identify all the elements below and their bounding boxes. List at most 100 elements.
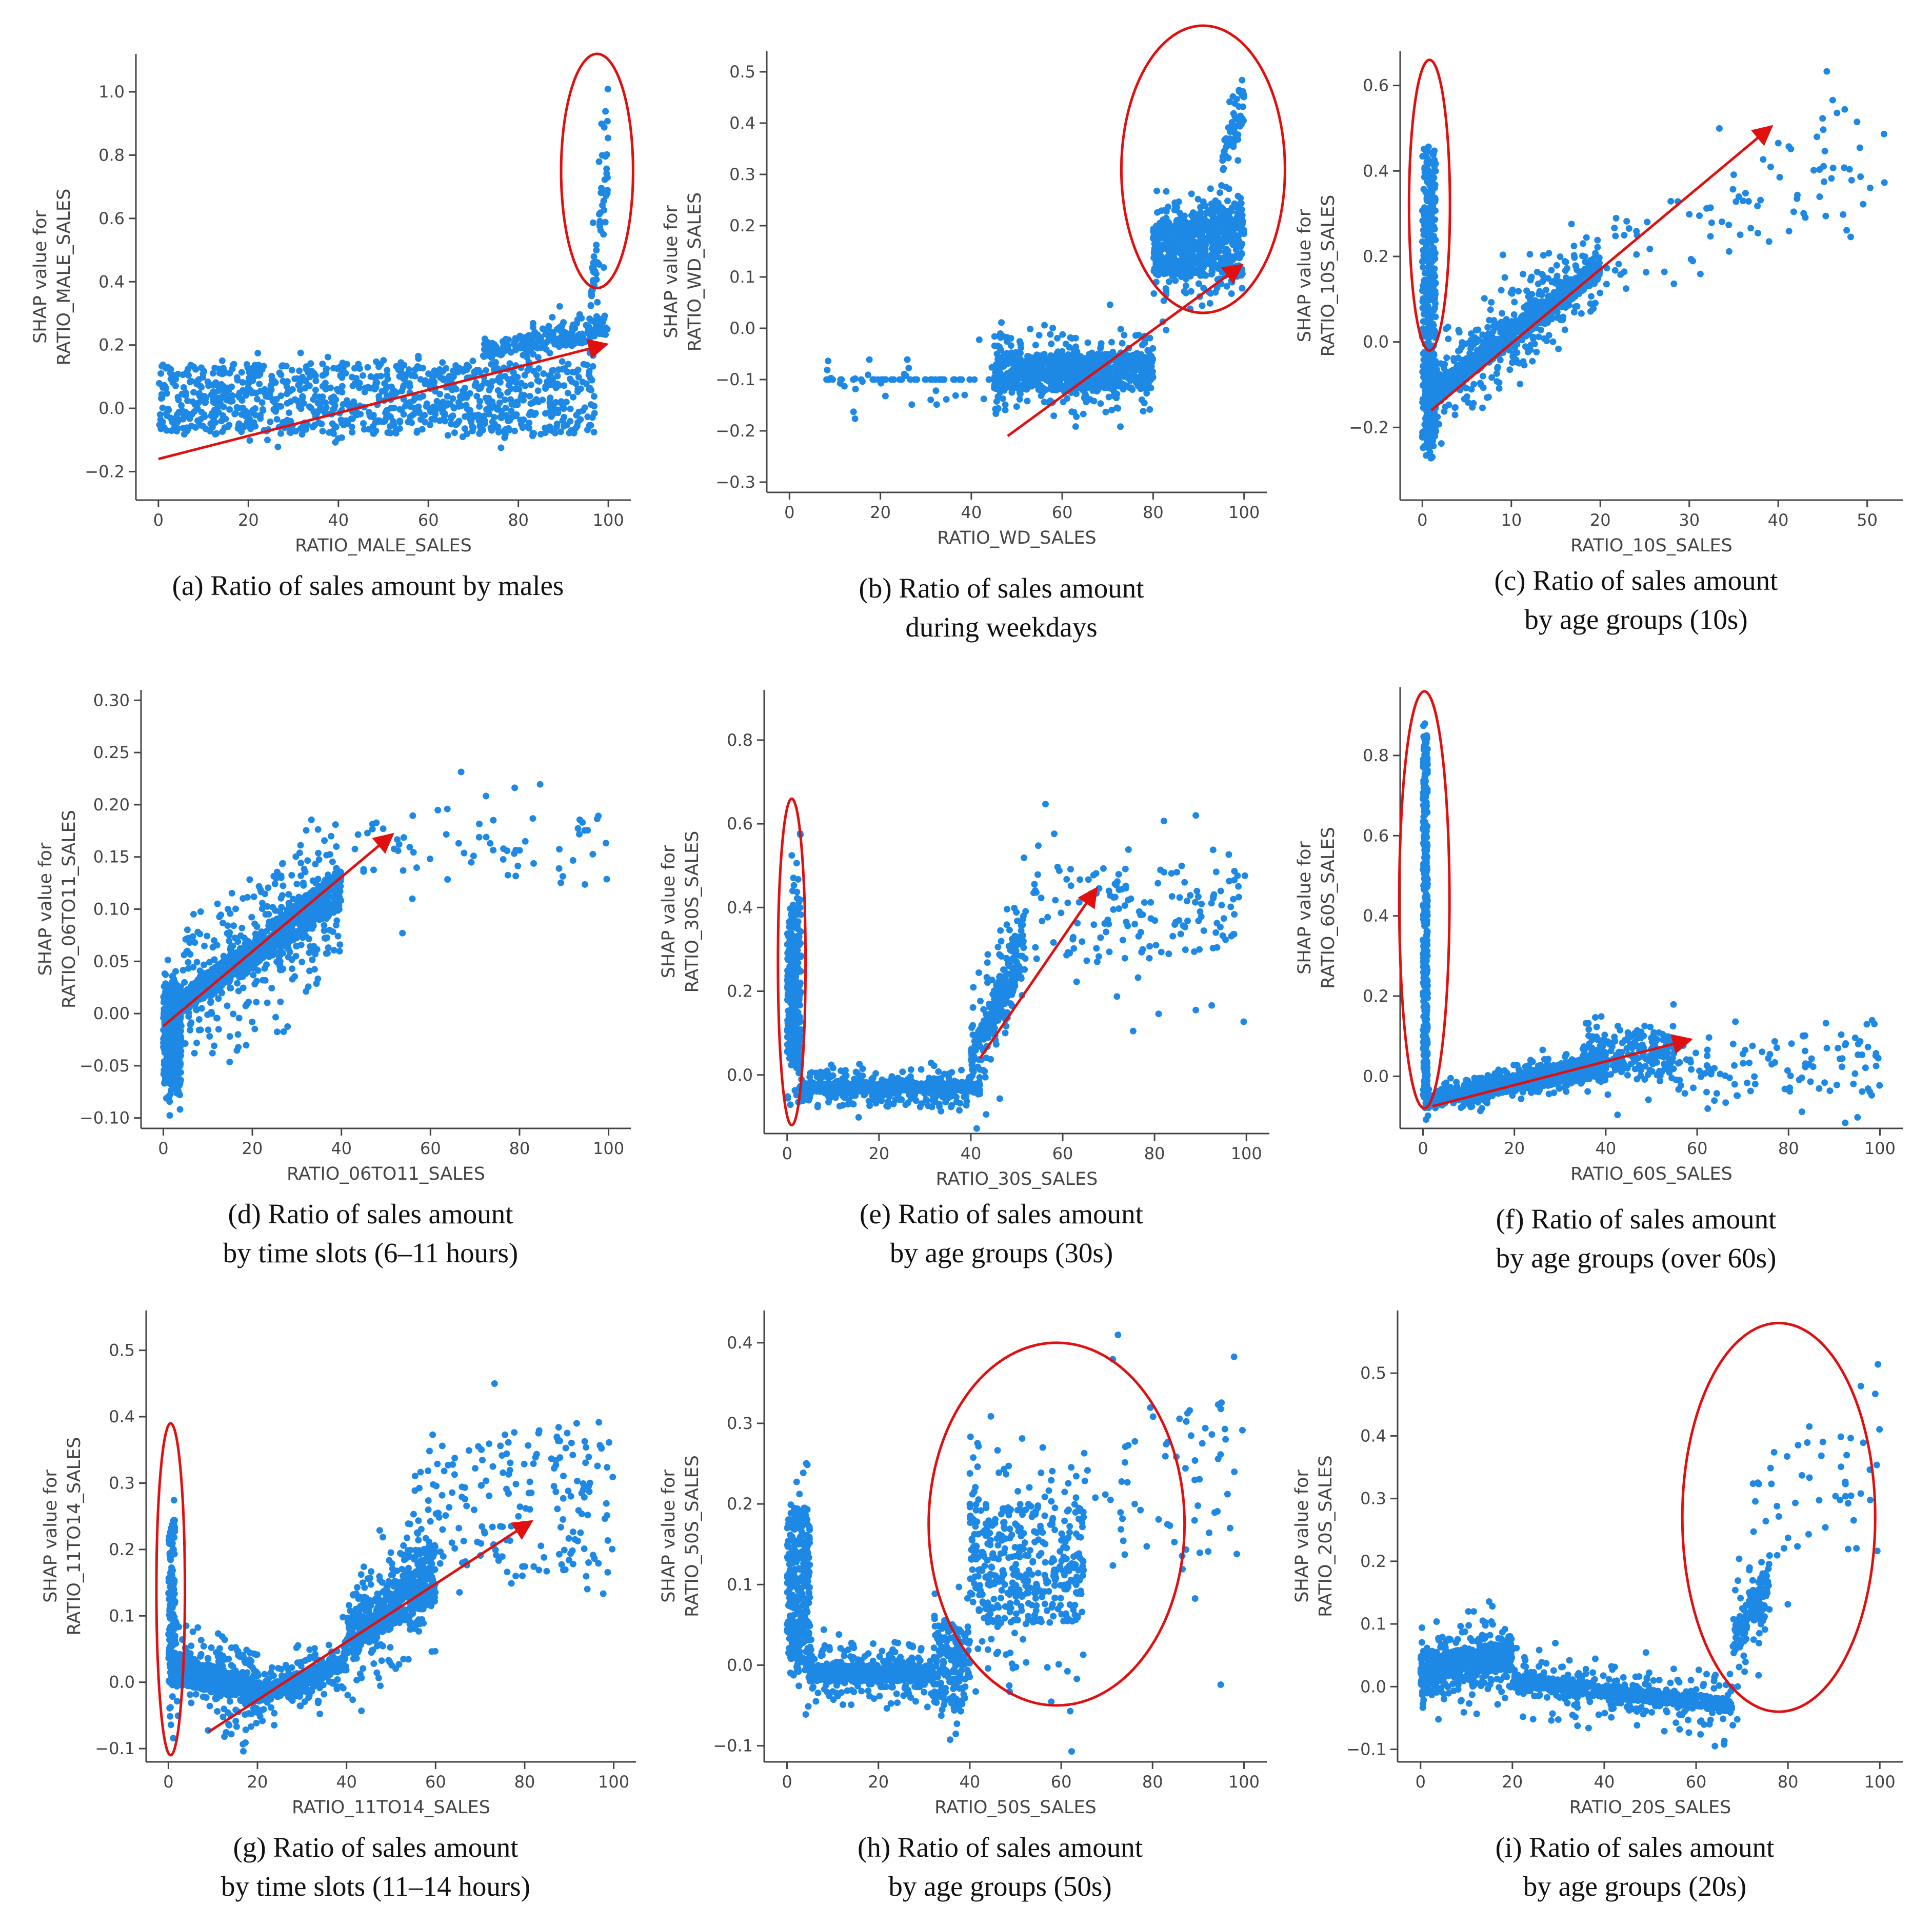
data-point — [596, 222, 603, 229]
data-point — [1730, 171, 1737, 178]
data-point — [590, 253, 597, 260]
data-point — [1206, 300, 1213, 307]
data-point — [476, 403, 483, 410]
data-point — [604, 86, 611, 93]
data-point — [463, 402, 470, 409]
data-point — [588, 290, 595, 297]
data-point — [1208, 264, 1216, 271]
data-point — [552, 399, 560, 406]
data-point — [542, 385, 549, 392]
data-point — [176, 1106, 184, 1113]
data-point — [1775, 140, 1782, 147]
data-point — [292, 428, 299, 435]
data-point — [1025, 376, 1032, 383]
data-point — [1570, 252, 1578, 259]
data-point — [1591, 262, 1599, 268]
data-point — [1489, 328, 1497, 335]
data-point — [156, 411, 164, 418]
data-point — [595, 158, 603, 165]
data-point — [274, 443, 282, 450]
data-point — [604, 187, 611, 194]
data-point — [580, 361, 587, 368]
data-point — [1160, 227, 1167, 234]
data-point — [1451, 404, 1459, 411]
data-point — [1166, 262, 1173, 269]
y-tick-label: 0.4 — [729, 113, 755, 133]
data-point — [1472, 327, 1480, 334]
data-point — [1527, 346, 1534, 353]
data-point — [403, 380, 410, 387]
data-point — [1234, 250, 1242, 257]
data-point — [299, 423, 306, 430]
data-point — [244, 364, 251, 371]
data-point — [319, 428, 326, 435]
data-point — [1229, 125, 1236, 132]
data-point — [240, 423, 247, 430]
data-point — [1171, 256, 1179, 264]
data-point — [929, 376, 936, 383]
data-point — [1445, 401, 1452, 408]
chart-panel-a: 0 20 40 60 80 100−0.20.00.20.40.60.81.0RATIO_… — [30, 52, 634, 601]
data-point — [991, 333, 998, 340]
data-point — [384, 429, 391, 436]
data-point — [158, 395, 165, 402]
data-point — [494, 423, 502, 430]
data-point — [497, 351, 505, 359]
data-point — [1451, 411, 1459, 419]
data-point — [564, 389, 571, 396]
data-point — [1579, 252, 1586, 260]
data-point — [1126, 384, 1133, 391]
data-point — [1558, 283, 1565, 290]
data-point — [288, 367, 295, 374]
data-point — [557, 398, 565, 405]
data-point — [1425, 207, 1432, 214]
data-point — [904, 356, 911, 363]
data-point — [1553, 272, 1561, 280]
data-point — [1847, 233, 1854, 241]
data-point — [1840, 211, 1847, 218]
data-point — [1216, 210, 1223, 217]
data-point — [1127, 366, 1134, 373]
scatter-points — [1419, 68, 1888, 462]
data-point — [406, 413, 413, 421]
data-point — [202, 399, 209, 406]
data-point — [588, 387, 595, 394]
data-point — [1429, 266, 1436, 273]
data-point — [245, 384, 252, 391]
data-point — [1623, 285, 1629, 292]
data-point — [1597, 289, 1604, 296]
data-point — [1802, 214, 1809, 221]
data-point — [396, 425, 403, 432]
data-point — [506, 360, 513, 367]
data-point — [1047, 352, 1054, 359]
data-point — [1176, 242, 1183, 249]
data-point — [200, 423, 207, 430]
data-point — [1158, 245, 1165, 252]
data-point — [1814, 133, 1821, 141]
data-point — [476, 398, 483, 405]
chart-panel-d: 0 20 40 60 80 100−0.10−0.050.000.050.100.150.… — [35, 690, 631, 1268]
data-point — [590, 429, 597, 435]
data-point — [1114, 381, 1122, 388]
data-point — [388, 383, 395, 390]
data-point — [212, 431, 219, 438]
data-point — [326, 429, 333, 436]
data-point — [380, 357, 387, 364]
data-point — [255, 362, 262, 369]
data-point — [1732, 198, 1740, 205]
y-tick-label: −0.2 — [85, 462, 125, 481]
data-point — [1848, 176, 1855, 184]
data-point — [546, 372, 553, 379]
data-point — [463, 394, 470, 401]
data-point — [1225, 154, 1232, 162]
data-point — [1511, 329, 1519, 336]
data-point — [549, 427, 556, 434]
data-point — [1030, 362, 1038, 369]
data-point — [1755, 230, 1761, 236]
y-axis-label: SHAP value for — [661, 205, 682, 339]
y-tick-label: 0.3 — [729, 165, 755, 184]
data-point — [943, 396, 950, 403]
data-point — [417, 416, 424, 423]
data-point — [585, 371, 592, 379]
x-tick-label: 10 — [1501, 510, 1522, 530]
